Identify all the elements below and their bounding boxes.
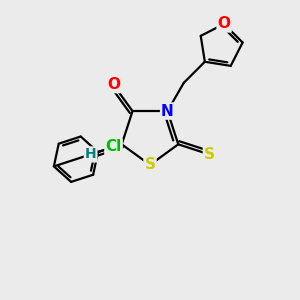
Text: Cl: Cl bbox=[105, 140, 122, 154]
Text: N: N bbox=[161, 103, 174, 118]
Text: S: S bbox=[145, 158, 155, 172]
Text: O: O bbox=[107, 77, 120, 92]
Text: S: S bbox=[204, 147, 215, 162]
Text: H: H bbox=[85, 147, 97, 161]
Text: O: O bbox=[218, 16, 231, 32]
